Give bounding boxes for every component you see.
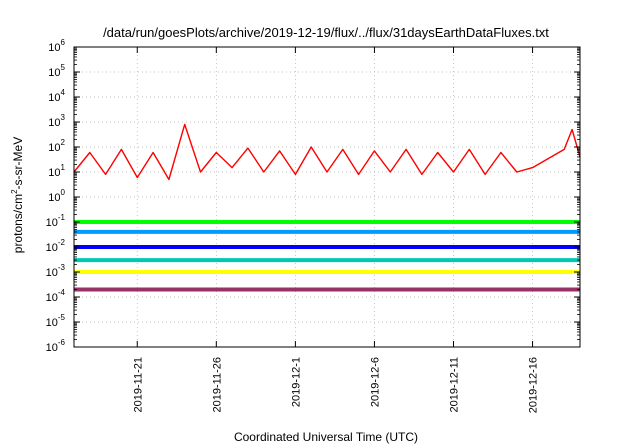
x-tick-label: 2019-11-26 xyxy=(211,357,223,412)
y-axis-label-sup: 2 xyxy=(10,189,19,194)
y-tick-label-base: 10 xyxy=(48,67,60,79)
y-tick-label-exp: -1 xyxy=(58,213,66,222)
y-tick-label: 10-2 xyxy=(46,238,66,254)
y-tick-label-exp: 0 xyxy=(61,188,66,197)
chart-title: /data/run/goesPlots/archive/2019-12-19/f… xyxy=(103,25,549,40)
y-tick-label-base: 10 xyxy=(48,117,60,129)
y-tick-label-exp: 2 xyxy=(61,138,66,147)
y-axis-label-tail: -s-sr-MeV xyxy=(11,137,25,190)
x-tick-label: 2019-12-16 xyxy=(528,357,540,413)
y-tick-label-exp: -5 xyxy=(58,313,66,322)
y-tick-label: 104 xyxy=(48,88,65,104)
y-ticks: 10-610-510-410-310-210-11001011021031041… xyxy=(46,38,580,354)
x-tick-label: 2019-11-21 xyxy=(132,357,144,412)
series-line xyxy=(73,123,581,181)
y-tick-label: 10-5 xyxy=(46,313,66,329)
y-tick-label-exp: -4 xyxy=(58,288,66,297)
x-tick-label: 2019-12-6 xyxy=(369,357,381,407)
y-tick-label-base: 10 xyxy=(46,242,58,254)
y-tick-label-base: 10 xyxy=(48,167,60,179)
x-tick-label: 2019-12-1 xyxy=(290,357,302,407)
y-tick-label-base: 10 xyxy=(48,192,60,204)
y-tick-label-base: 10 xyxy=(48,42,60,54)
y-tick-label-exp: 6 xyxy=(61,38,66,47)
y-tick-label-exp: 4 xyxy=(61,88,66,97)
series-group xyxy=(73,123,581,292)
x-axis-label: Coordinated Universal Time (UTC) xyxy=(234,430,418,444)
y-tick-label-exp: 5 xyxy=(61,63,66,72)
x-tick-label: 2019-12-11 xyxy=(449,357,461,412)
y-tick-label-base: 10 xyxy=(46,317,58,329)
y-tick-label: 105 xyxy=(48,63,65,79)
y-tick-label-base: 10 xyxy=(48,92,60,104)
y-tick-label: 10-4 xyxy=(46,288,66,304)
y-axis-label-main: protons/cm xyxy=(11,194,25,253)
y-tick-label: 102 xyxy=(48,138,65,154)
y-tick-label-exp: 3 xyxy=(61,113,66,122)
grid xyxy=(74,47,580,347)
y-tick-label-exp: -6 xyxy=(58,338,66,347)
y-axis-label: protons/cm2-s-sr-MeV xyxy=(10,137,25,253)
y-tick-label-exp: -2 xyxy=(58,238,66,247)
y-tick-label: 10-6 xyxy=(46,338,66,354)
y-tick-label-base: 10 xyxy=(46,267,58,279)
y-tick-label: 10-1 xyxy=(46,213,66,229)
y-tick-label-base: 10 xyxy=(46,292,58,304)
y-tick-label-base: 10 xyxy=(48,142,60,154)
x-ticks: 2019-11-21 2019-11-26 2019-12-1 2019-12-6 20… xyxy=(132,47,540,413)
y-tick-label-base: 10 xyxy=(46,342,58,354)
y-tick-label-exp: 1 xyxy=(61,163,66,172)
y-tick-label: 101 xyxy=(48,163,65,179)
y-tick-label-base: 10 xyxy=(46,217,58,229)
y-tick-label-exp: -3 xyxy=(58,263,66,272)
y-tick-label: 10-3 xyxy=(46,263,66,279)
y-tick-label: 103 xyxy=(48,113,65,129)
y-tick-label: 106 xyxy=(48,38,65,54)
y-tick-label: 100 xyxy=(48,188,65,204)
